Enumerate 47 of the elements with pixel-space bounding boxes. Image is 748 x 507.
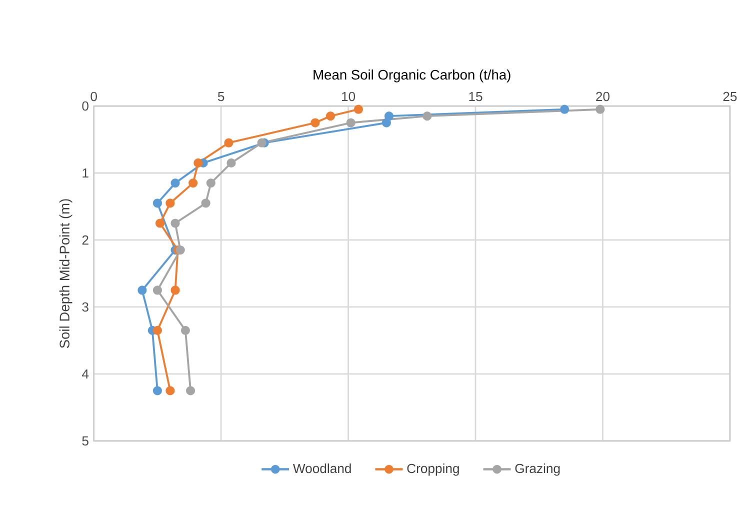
y-tick-label: 1 — [82, 168, 88, 178]
x-axis-title: Mean Soil Organic Carbon (t/ha) — [314, 70, 510, 82]
x-tick-label: 10 — [342, 92, 356, 102]
point — [226, 158, 236, 168]
point — [384, 112, 394, 121]
point — [596, 104, 605, 114]
legend-label: Cropping — [407, 464, 459, 476]
point — [170, 178, 180, 188]
point — [346, 118, 356, 128]
point — [152, 386, 162, 396]
y-axis-title: Soil Depth Mid-Point (m) — [59, 199, 72, 348]
point — [560, 104, 570, 114]
point — [166, 386, 175, 396]
x-tick-label: 5 — [218, 92, 224, 102]
x-tick-label: 0 — [90, 92, 97, 102]
x-tick-label: 25 — [723, 92, 737, 102]
point — [152, 198, 162, 208]
point — [170, 218, 180, 228]
y-tick-label: 2 — [82, 235, 88, 245]
x-tick-label: 15 — [469, 92, 482, 102]
point — [422, 112, 432, 121]
point — [188, 178, 198, 188]
point — [354, 104, 364, 114]
point — [326, 112, 336, 121]
point — [186, 386, 196, 396]
point — [170, 286, 180, 295]
legend-label: Grazing — [515, 464, 560, 476]
point — [201, 198, 210, 208]
point — [138, 286, 147, 295]
point — [224, 138, 234, 148]
y-tick-label: 0 — [82, 101, 88, 111]
point — [194, 158, 203, 168]
x-tick-label: 20 — [596, 92, 610, 102]
point — [152, 286, 162, 295]
y-tick-label: 5 — [82, 436, 88, 446]
point — [176, 246, 185, 255]
point — [310, 118, 320, 128]
point — [152, 326, 162, 336]
legend-label: Woodland — [293, 464, 351, 474]
point — [155, 218, 165, 228]
point — [180, 326, 190, 336]
point — [257, 138, 266, 148]
point — [206, 178, 216, 188]
point — [382, 118, 392, 128]
point — [166, 198, 175, 208]
y-tick-label: 4 — [82, 369, 89, 379]
y-tick-label: 3 — [82, 302, 88, 312]
